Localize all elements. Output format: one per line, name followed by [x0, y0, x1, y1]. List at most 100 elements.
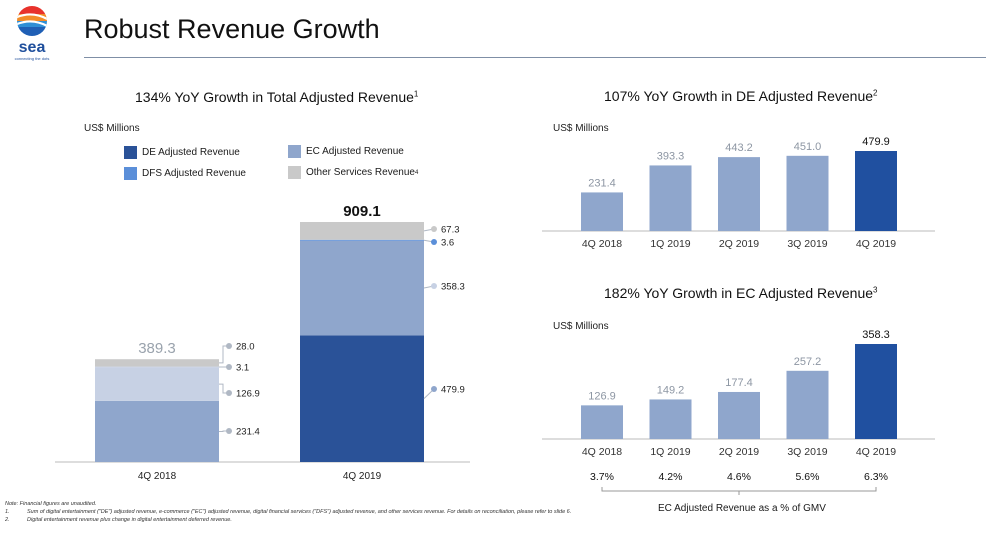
legend-footnote-other: 4: [414, 169, 419, 176]
footnote-1: 1. Sum of digital entertainment ("DE") a…: [5, 508, 645, 516]
x-tick-label-1: 4Q 2019: [343, 471, 382, 482]
bar-segment-dfs-1: [300, 239, 424, 241]
ec-gmv-pct-3: 5.6%: [796, 471, 820, 483]
callout-label-ec-1: 358.3: [441, 282, 465, 293]
page-title: Robust Revenue Growth: [84, 14, 380, 44]
legend-swatch-de: [124, 146, 137, 159]
bar-total-label-1: 909.1: [343, 203, 381, 220]
chart-total-title: 134% YoY Growth in Total Adjusted Revenu…: [135, 89, 419, 105]
ec-bar-4: [855, 344, 897, 439]
bar-segment-de-1: [300, 335, 424, 462]
de-x-tick-label-3: 3Q 2019: [787, 238, 827, 250]
legend-label-ec: EC Adjusted Revenue: [306, 146, 404, 157]
legend-swatch-dfs: [124, 167, 137, 180]
ec-bar-0: [581, 405, 623, 439]
legend-item-other: Other Services Revenue 4: [288, 166, 418, 179]
ec-bar-3: [786, 370, 829, 439]
de-bar-3: [786, 155, 829, 231]
callout-dot-de-0: [226, 428, 232, 434]
callout-dot-other-0: [226, 343, 232, 349]
ec-value-label-1: 149.2: [657, 384, 685, 396]
de-value-label-0: 231.4: [588, 177, 616, 189]
ec-gmv-pct-4: 6.3%: [864, 471, 888, 483]
footnote-2-number: 2.: [5, 517, 10, 523]
chart-total-legend-dfs: DFS Adjusted Revenue: [124, 167, 246, 180]
chart-de-unit: US$ Millions: [553, 123, 609, 134]
de-bar-2: [718, 157, 760, 231]
callout-dot-de-1: [431, 386, 437, 392]
ec-value-label-2: 177.4: [725, 377, 753, 389]
legend-swatch-other: [288, 166, 301, 179]
callout-dot-ec-0: [226, 390, 232, 396]
ec-value-label-4: 358.3: [862, 329, 890, 341]
legend-label-de: DE Adjusted Revenue: [142, 147, 240, 158]
ec-gmv-pct-1: 4.2%: [659, 471, 683, 483]
de-bar-4: [855, 151, 897, 231]
callout-label-other-1: 67.3: [441, 225, 460, 236]
bar-segment-dfs-0: [95, 366, 219, 368]
callout-dot-dfs-1: [431, 239, 437, 245]
de-value-label-3: 451.0: [794, 141, 822, 153]
footnote-2: 2. Digital entertainment revenue plus ch…: [5, 516, 645, 524]
legend-item-dfs: DFS Adjusted Revenue: [124, 167, 246, 180]
footnote-2-text: Digital entertainment revenue plus chang…: [27, 517, 232, 523]
callout-label-dfs-0: 3.1: [236, 363, 249, 374]
de-x-tick-label-1: 1Q 2019: [650, 238, 690, 250]
ec-gmv-pct-0: 3.7%: [590, 471, 614, 483]
ec-x-tick-label-1: 1Q 2019: [650, 446, 690, 458]
chart-ec-title: 182% YoY Growth in EC Adjusted Revenue3: [604, 285, 878, 301]
ec-gmv-pct-2: 4.6%: [727, 471, 751, 483]
callout-dot-other-1: [431, 226, 437, 232]
callout-label-dfs-1: 3.6: [441, 238, 454, 249]
x-tick-label-0: 4Q 2018: [138, 471, 177, 482]
logo-tagline: connecting the dots: [15, 56, 50, 61]
bar-segment-other-1: [300, 222, 424, 240]
de-value-label-2: 443.2: [725, 142, 753, 154]
chart-total-legend-other: Other Services Revenue 4: [288, 166, 418, 179]
ec-x-tick-label-2: 2Q 2019: [719, 446, 759, 458]
legend-item-de: DE Adjusted Revenue: [124, 146, 240, 159]
callout-label-ec-0: 126.9: [236, 389, 260, 400]
de-x-tick-label-0: 4Q 2018: [582, 238, 622, 250]
de-value-label-4: 479.9: [862, 136, 890, 148]
chart-ec-unit: US$ Millions: [553, 321, 609, 332]
ec-bar-2: [718, 391, 760, 439]
title-divider: [84, 57, 986, 58]
legend-swatch-ec: [288, 145, 301, 158]
footnote-note: Note: Financial figures are unaudited.: [5, 501, 97, 507]
chart-de-title: 107% YoY Growth in DE Adjusted Revenue2: [604, 88, 878, 104]
ec-x-tick-label-3: 3Q 2019: [787, 446, 827, 458]
legend-label-dfs: DFS Adjusted Revenue: [142, 168, 246, 179]
ec-x-tick-label-0: 4Q 2018: [582, 446, 622, 458]
de-value-label-1: 393.3: [657, 150, 685, 162]
callout-label-de-1: 479.9: [441, 385, 465, 396]
legend-item-ec: EC Adjusted Revenue: [288, 145, 404, 158]
footnotes: Note: Financial figures are unaudited. 1…: [5, 500, 645, 524]
bar-segment-ec-0: [95, 367, 219, 401]
callout-dot-ec-1: [431, 283, 437, 289]
ec-value-label-3: 257.2: [794, 356, 822, 368]
ec-bar-1: [649, 399, 692, 439]
chart-total-legend-ec: EC Adjusted Revenue: [288, 145, 404, 158]
legend-label-other: Other Services Revenue: [306, 167, 415, 178]
footnote-1-number: 1.: [5, 509, 10, 515]
bar-segment-ec-1: [300, 240, 424, 336]
callout-label-de-0: 231.4: [236, 427, 260, 438]
chart-total-unit: US$ Millions: [84, 123, 140, 134]
gmv-bracket: [601, 487, 877, 492]
de-x-tick-label-4: 4Q 2019: [856, 238, 896, 250]
de-bar-1: [649, 165, 692, 231]
footnote-1-text: Sum of digital entertainment ("DE") adju…: [27, 509, 572, 515]
ec-x-tick-label-4: 4Q 2019: [856, 446, 896, 458]
bar-segment-other-0: [95, 359, 219, 367]
callout-label-other-0: 28.0: [236, 342, 255, 353]
chart-total-legend: DE Adjusted Revenue: [124, 146, 240, 159]
callout-dot-dfs-0: [226, 364, 232, 370]
ec-value-label-0: 126.9: [588, 390, 616, 402]
sea-logo: sea connecting the dots: [10, 4, 54, 64]
de-x-tick-label-2: 2Q 2019: [719, 238, 759, 250]
bar-total-label-0: 389.3: [138, 340, 176, 357]
